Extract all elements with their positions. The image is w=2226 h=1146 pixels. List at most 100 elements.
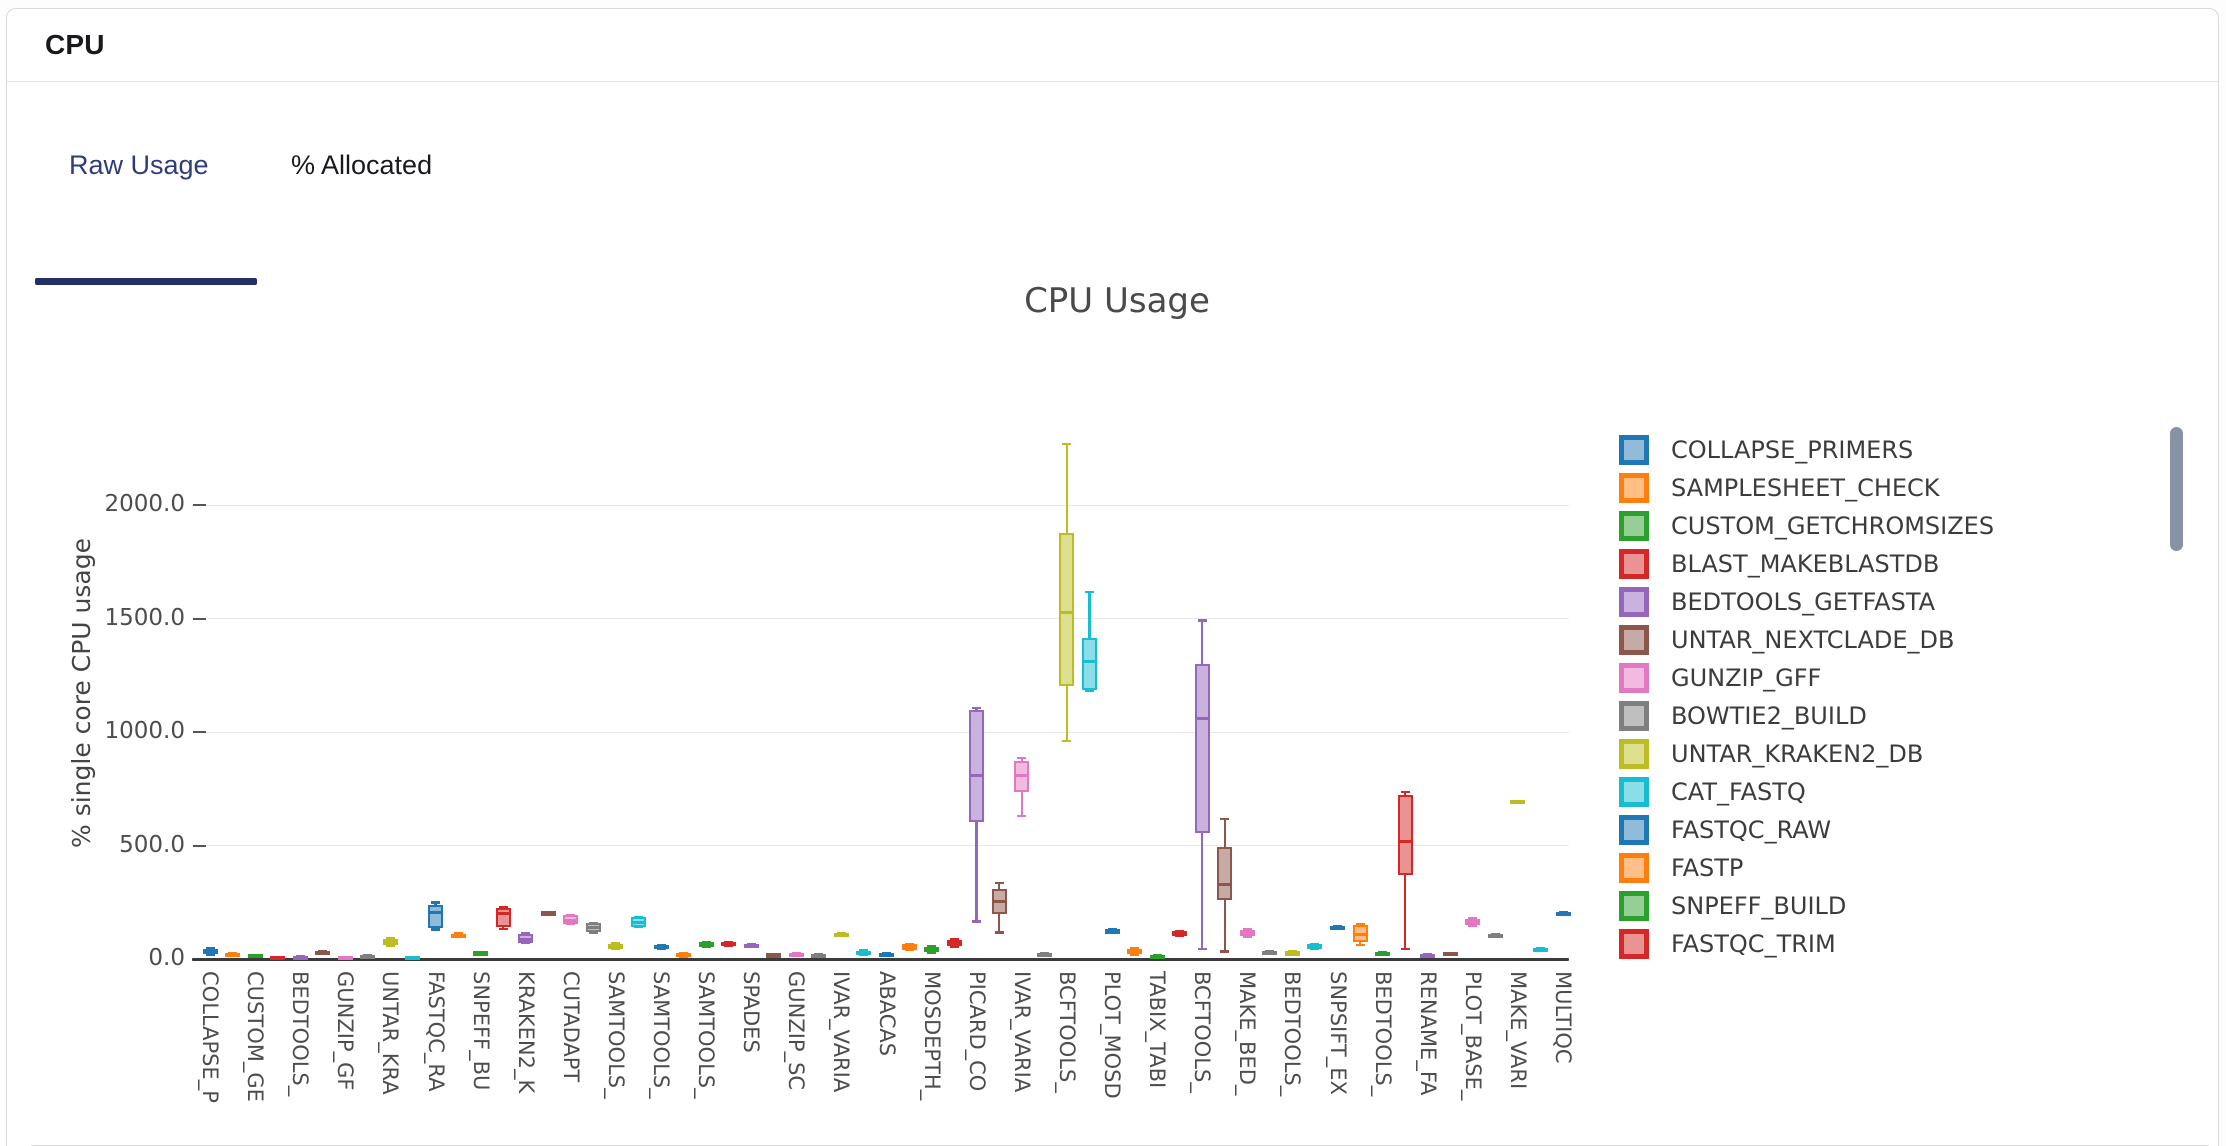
legend-item-untar_kraken2_db[interactable]: UNTAR_KRAKEN2_DB xyxy=(1619,739,1994,769)
boxplot-series-28[interactable] xyxy=(808,953,830,959)
legend-scrollbar[interactable] xyxy=(2170,427,2183,551)
boxplot-series-35[interactable] xyxy=(966,707,988,923)
boxplot-series-5[interactable] xyxy=(289,954,311,960)
boxplot-series-2[interactable] xyxy=(222,951,244,958)
median-line xyxy=(1014,774,1030,778)
boxplot-series-11[interactable] xyxy=(425,901,447,931)
legend-item-bedtools_getfasta[interactable]: BEDTOOLS_GETFASTA xyxy=(1619,587,1994,617)
boxplot-series-22[interactable] xyxy=(673,951,695,959)
boxplot-series-53[interactable] xyxy=(1372,951,1394,957)
box xyxy=(428,904,443,928)
boxplot-series-14[interactable] xyxy=(492,906,514,930)
boxplot-series-51[interactable] xyxy=(1327,924,1349,930)
boxplot-series-55[interactable] xyxy=(1417,953,1439,959)
boxplot-series-30[interactable] xyxy=(853,949,875,956)
legend-item-snpeff_build[interactable]: SNPEFF_BUILD xyxy=(1619,891,1994,921)
whisker-cap-max xyxy=(927,945,937,948)
boxplot-series-40[interactable] xyxy=(1078,590,1100,693)
boxplot-series-46[interactable] xyxy=(1214,817,1236,953)
boxplot-series-57[interactable] xyxy=(1462,917,1484,928)
box xyxy=(1397,794,1413,875)
boxplot-series-17[interactable] xyxy=(560,914,582,926)
boxplot-series-29[interactable] xyxy=(830,932,852,938)
median-line xyxy=(901,945,917,949)
boxplot-series-36[interactable] xyxy=(988,881,1010,934)
median-line xyxy=(270,956,286,960)
gridline xyxy=(192,618,1569,620)
boxplot-series-45[interactable] xyxy=(1191,619,1213,950)
boxplot-series-24[interactable] xyxy=(718,940,740,948)
legend-item-blast_makeblastdb[interactable]: BLAST_MAKEBLASTDB xyxy=(1619,549,1994,579)
boxplot-series-56[interactable] xyxy=(1439,951,1461,957)
boxplot-series-21[interactable] xyxy=(650,944,672,951)
boxplot-series-33[interactable] xyxy=(921,945,943,954)
legend-item-fastqc_trim[interactable]: FASTQC_TRIM xyxy=(1619,929,1994,959)
boxplot-series-58[interactable] xyxy=(1484,932,1506,939)
boxplot-series-25[interactable] xyxy=(740,942,762,949)
legend-item-collapse_primers[interactable]: COLLAPSE_PRIMERS xyxy=(1619,435,1994,465)
boxplot-series-52[interactable] xyxy=(1349,923,1371,947)
median-line xyxy=(721,942,737,946)
whisker-cap-max xyxy=(611,941,621,945)
boxplot-series-41[interactable] xyxy=(1101,928,1123,934)
legend-item-cat_fastq[interactable]: CAT_FASTQ xyxy=(1619,777,1994,807)
whisker-cap-max xyxy=(453,932,463,935)
boxplot-series-37[interactable] xyxy=(1011,756,1033,817)
boxplot-series-10[interactable] xyxy=(402,955,424,961)
boxplot-series-38[interactable] xyxy=(1033,951,1055,958)
boxplot-series-26[interactable] xyxy=(763,952,785,958)
median-line xyxy=(337,956,353,960)
boxplot-series-20[interactable] xyxy=(627,915,649,929)
boxplot-series-32[interactable] xyxy=(898,942,920,952)
boxplot-series-23[interactable] xyxy=(695,941,717,949)
median-line xyxy=(225,953,241,957)
median-line xyxy=(315,951,331,955)
boxplot-series-44[interactable] xyxy=(1169,929,1191,938)
median-line xyxy=(924,948,940,952)
boxplot-series-8[interactable] xyxy=(357,954,379,960)
boxplot-series-50[interactable] xyxy=(1304,942,1326,950)
legend-item-bowtie2_build[interactable]: BOWTIE2_BUILD xyxy=(1619,701,1994,731)
boxplot-series-34[interactable] xyxy=(943,937,965,948)
whisker-cap-max xyxy=(904,942,914,946)
boxplot-series-7[interactable] xyxy=(334,955,356,961)
legend-label: CAT_FASTQ xyxy=(1671,778,1806,806)
boxplot-series-9[interactable] xyxy=(379,937,401,947)
tab-raw-usage[interactable]: Raw Usage xyxy=(69,150,209,180)
boxplot-series-18[interactable] xyxy=(582,921,604,934)
boxplot-series-60[interactable] xyxy=(1529,947,1551,953)
legend-item-gunzip_gff[interactable]: GUNZIP_GFF xyxy=(1619,663,1994,693)
boxplot-series-12[interactable] xyxy=(447,932,469,939)
boxplot-series-31[interactable] xyxy=(876,951,898,957)
boxplot-series-6[interactable] xyxy=(312,949,334,955)
boxplot-series-43[interactable] xyxy=(1146,954,1168,960)
boxplot-series-19[interactable] xyxy=(605,941,627,951)
legend-label: BLAST_MAKEBLASTDB xyxy=(1671,550,1940,578)
tab-percent-allocated[interactable]: % Allocated xyxy=(291,150,433,180)
legend-item-untar_nextclade_db[interactable]: UNTAR_NEXTCLADE_DB xyxy=(1619,625,1994,655)
boxplot-series-16[interactable] xyxy=(537,910,559,916)
legend-item-custom_getchromsizes[interactable]: CUSTOM_GETCHROMSIZES xyxy=(1619,511,1994,541)
boxplot-series-59[interactable] xyxy=(1507,799,1529,805)
legend-item-samplesheet_check[interactable]: SAMPLESHEET_CHECK xyxy=(1619,473,1994,503)
boxplot-series-27[interactable] xyxy=(785,952,807,958)
boxplot-series-13[interactable] xyxy=(470,951,492,956)
boxplot-series-15[interactable] xyxy=(515,932,537,945)
boxplot-series-4[interactable] xyxy=(267,955,289,961)
whisker-cap-min xyxy=(385,944,395,947)
median-line xyxy=(1555,911,1571,915)
boxplot-series-49[interactable] xyxy=(1281,950,1303,956)
boxplot-series-1[interactable] xyxy=(199,947,221,956)
boxplot-series-54[interactable] xyxy=(1394,790,1416,950)
boxplot-series-39[interactable] xyxy=(1056,443,1078,742)
whisker-cap-min xyxy=(1084,689,1094,693)
x-tick-label: CUSTOM_GE xyxy=(243,971,268,1102)
legend-item-fastqc_raw[interactable]: FASTQC_RAW xyxy=(1619,815,1994,845)
boxplot-series-42[interactable] xyxy=(1124,946,1146,957)
legend-label: BEDTOOLS_GETFASTA xyxy=(1671,588,1936,616)
boxplot-series-47[interactable] xyxy=(1236,927,1258,938)
boxplot-series-48[interactable] xyxy=(1259,949,1281,956)
boxplot-series-61[interactable] xyxy=(1552,910,1574,917)
boxplot-series-3[interactable] xyxy=(244,953,266,959)
legend-item-fastp[interactable]: FASTP xyxy=(1619,853,1994,883)
